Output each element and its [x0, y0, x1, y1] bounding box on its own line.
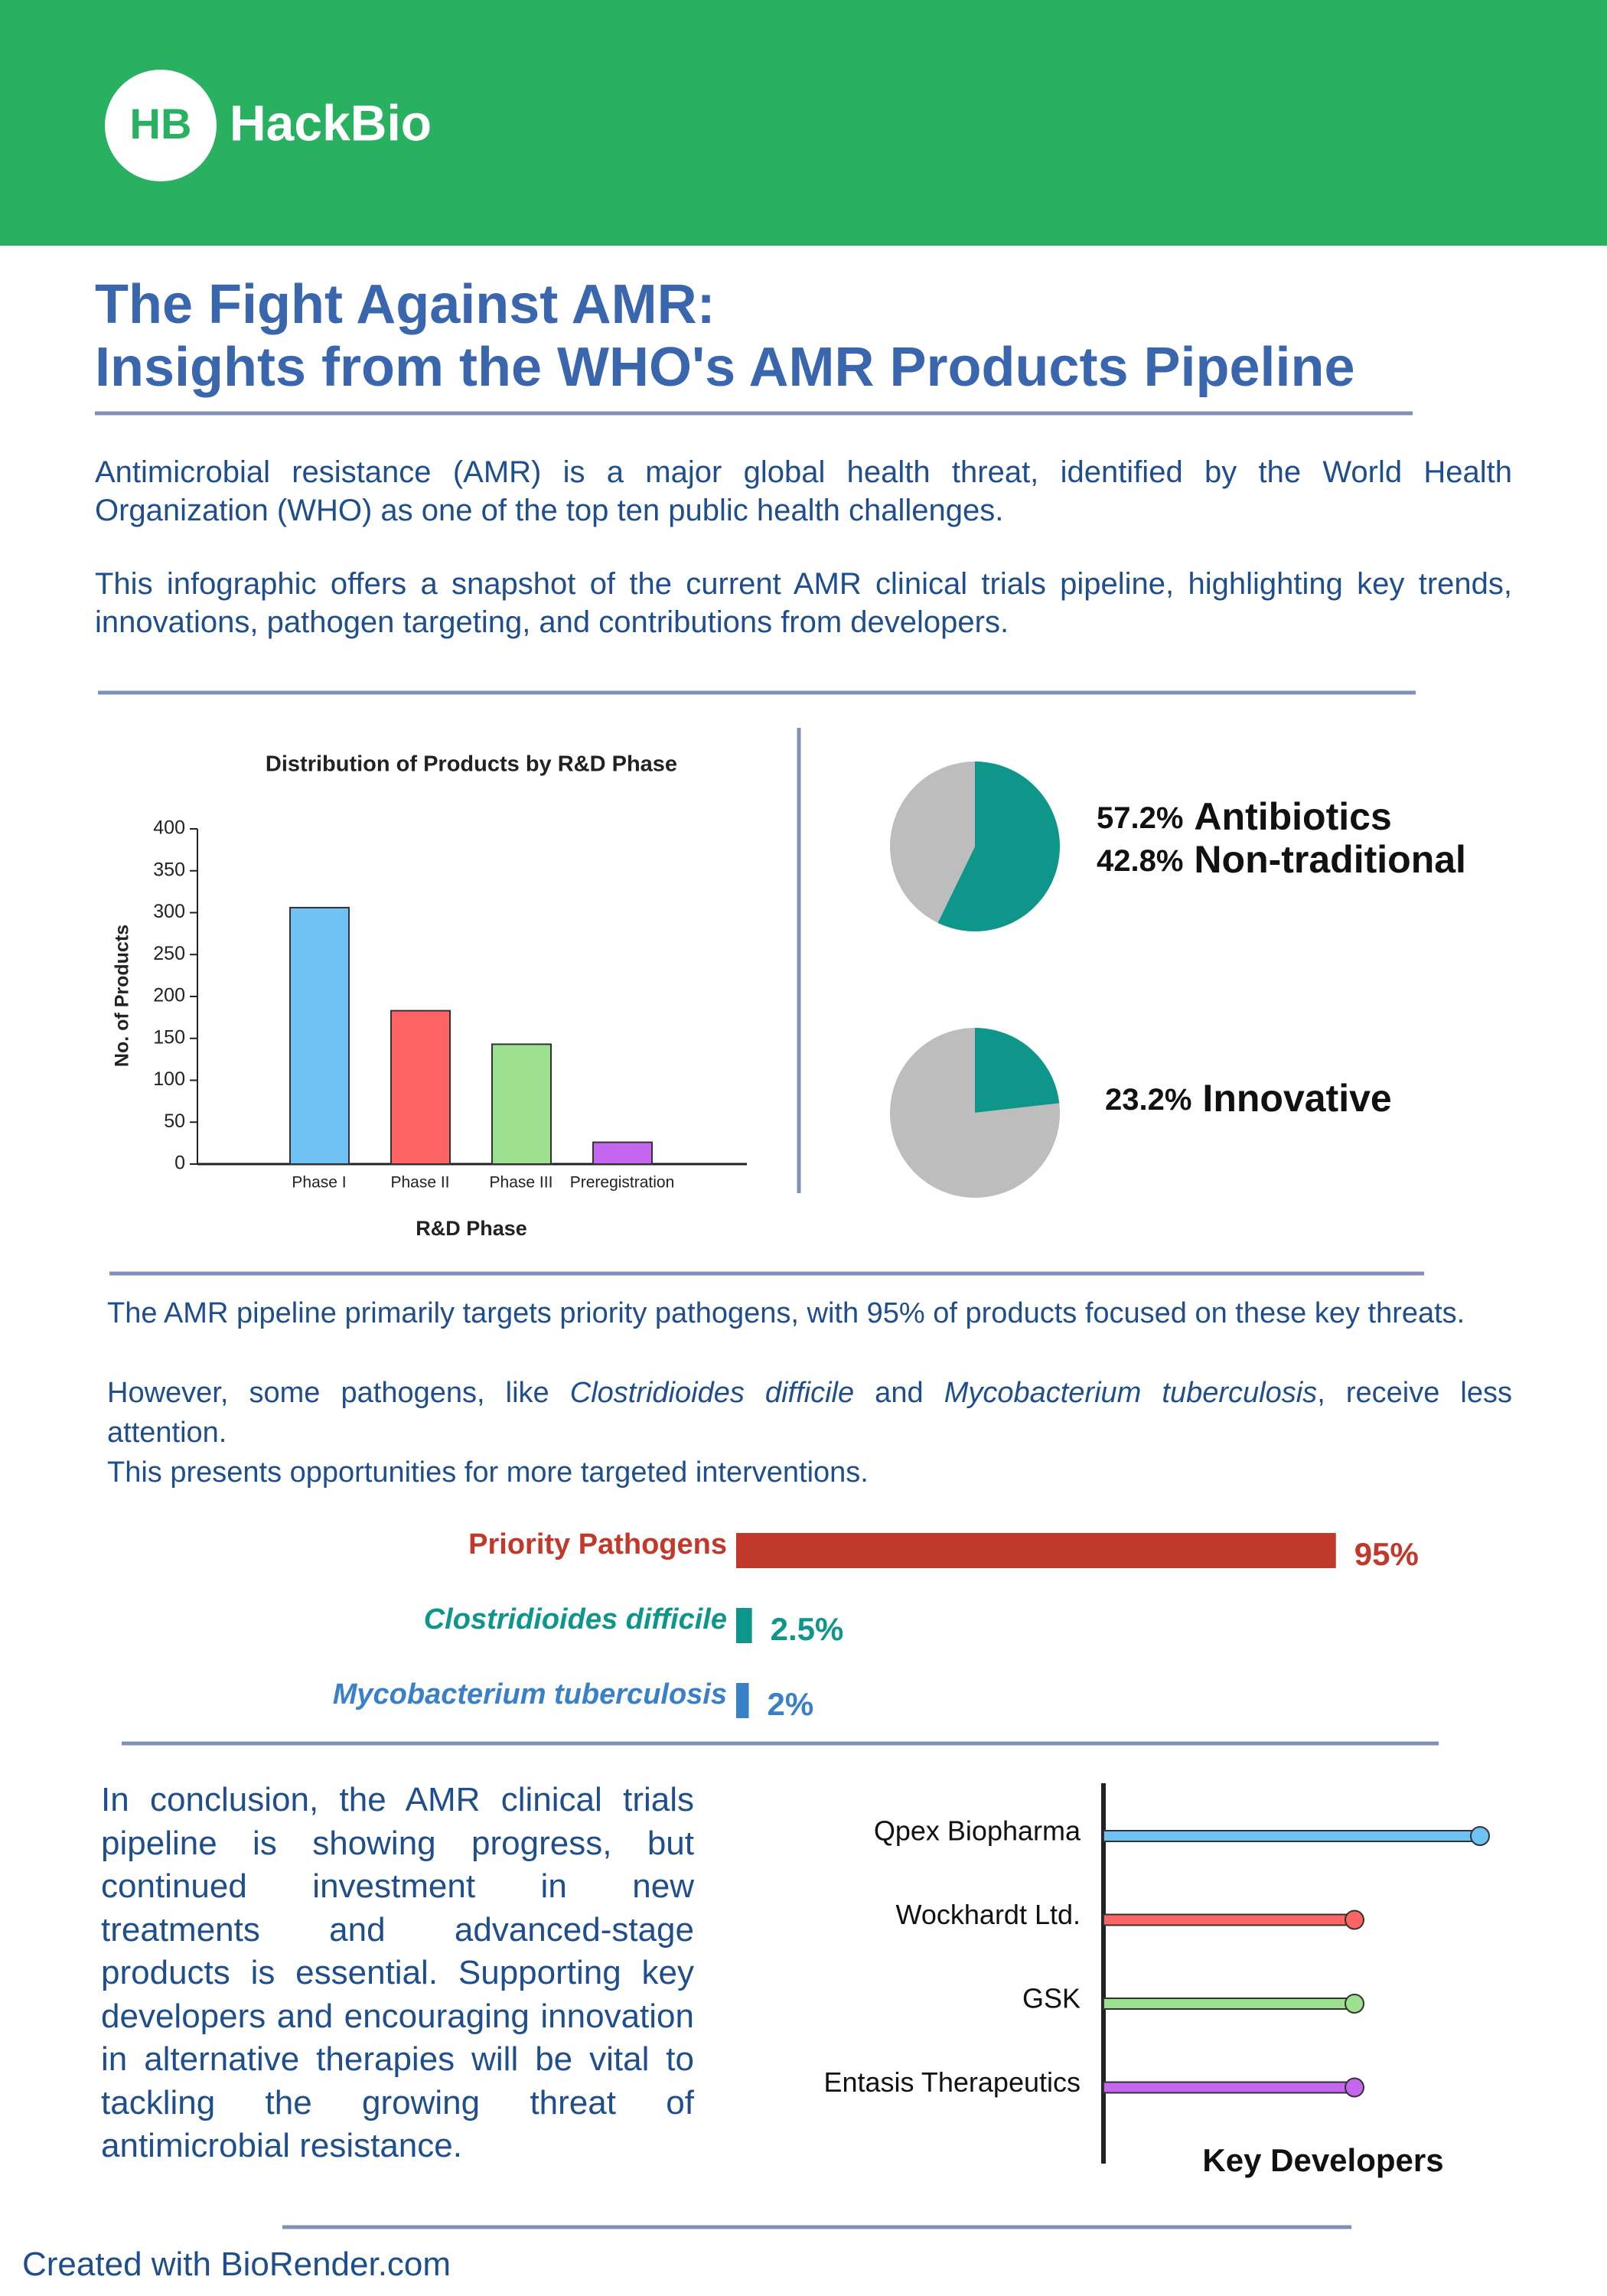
bar [289, 906, 350, 1166]
conclusion: In conclusion, the AMR clinical trials p… [101, 1781, 694, 2164]
lollipop-stem [1103, 1830, 1481, 1842]
footer: Created with BioRender.com [22, 2245, 451, 2283]
y-tick-label: 250 [153, 943, 185, 964]
pie-slice [890, 762, 975, 923]
y-tick-label: 200 [153, 985, 185, 1006]
pathogen-paragraph: However, some pathogens, like Clostridio… [107, 1373, 1512, 1453]
lollipop-stem [1103, 1913, 1355, 1926]
y-axis-label: No. of Products [112, 925, 133, 1067]
value-label: 57.2% [1097, 801, 1183, 835]
x-tick-label: Phase I [292, 1174, 346, 1192]
lollipop-stem [1103, 1998, 1355, 2010]
pathogen-name: Mycobacterium tuberculosis [944, 1377, 1318, 1409]
intro-paragraph: This infographic offers a snapshot of th… [95, 567, 1512, 639]
text: However, some pathogens, like [107, 1377, 570, 1409]
text: and [854, 1377, 944, 1409]
pathogen-paragraph: The AMR pipeline primarily targets prior… [107, 1297, 1465, 1329]
category-label: Mycobacterium tuberculosis [333, 1678, 727, 1711]
category-label: Entasis Therapeutics [823, 2066, 1081, 2098]
value-label: 2% [768, 1686, 814, 1722]
value-label: 42.8% [1097, 844, 1183, 878]
logo-circle [105, 70, 217, 181]
lollipop-head [1345, 2077, 1364, 2098]
category-label: Wockhardt Ltd. [896, 1899, 1081, 1930]
bar [736, 1533, 1336, 1568]
category-label: Priority Pathogens [468, 1528, 727, 1561]
lollipop-head [1470, 1826, 1490, 1846]
category-label: Antibiotics [1194, 795, 1391, 838]
logo-initials: HB [130, 99, 192, 148]
pathogen-name: Clostridioides difficile [569, 1377, 855, 1409]
pie-label: 57.2% Antibiotics [1097, 795, 1392, 838]
pie-label: 42.8% Non-traditional [1097, 838, 1466, 881]
value-label: 23.2% [1105, 1083, 1191, 1117]
bar [592, 1141, 653, 1166]
bar [390, 1009, 451, 1165]
header-band [0, 0, 1607, 246]
text: , receive less attention. [107, 1377, 1512, 1449]
pie-label: 23.2% Innovative [1105, 1077, 1392, 1120]
lollipop-stem [1103, 2081, 1355, 2094]
category-label: Qpex Biopharma [874, 1815, 1081, 1847]
lollipop-head [1345, 1910, 1364, 1930]
value-label: 95% [1354, 1536, 1419, 1572]
y-tick-label: 150 [153, 1026, 185, 1048]
brand: HackBio [230, 94, 432, 151]
pathogen-paragraph: This presents opportunities for more tar… [107, 1456, 869, 1489]
y-tick-label: 350 [153, 859, 185, 880]
bar [491, 1043, 552, 1166]
title: Insights from the WHO's AMR Products Pip… [95, 337, 1355, 398]
pie-slice [975, 1028, 1060, 1113]
x-tick-label: Preregistration [570, 1174, 675, 1192]
y-tick-label: 0 [174, 1153, 185, 1174]
bar [736, 1608, 752, 1643]
category-label: Clostridioides difficile [424, 1603, 727, 1636]
y-tick-label: 50 [164, 1110, 185, 1132]
y-tick-label: 100 [153, 1068, 185, 1090]
pie-slice [890, 1028, 1060, 1199]
chart-title: Distribution of Products by R&D Phase [266, 752, 677, 777]
bar [736, 1683, 749, 1718]
x-tick-label: Phase II [390, 1174, 449, 1192]
chart-title: Key Developers [1202, 2142, 1443, 2178]
category-label: GSK [1022, 1983, 1081, 2014]
x-axis-label: R&D Phase [416, 1217, 527, 1240]
y-tick-label: 400 [153, 817, 185, 839]
intro-paragraph: Antimicrobial resistance (AMR) is a majo… [95, 455, 1512, 527]
category-label: Non-traditional [1194, 838, 1466, 881]
pie-slice [937, 762, 1060, 931]
lollipop-head [1345, 1994, 1364, 2014]
title: The Fight Against AMR: [95, 274, 715, 335]
y-tick-label: 300 [153, 901, 185, 922]
value-label: 2.5% [771, 1611, 844, 1647]
category-label: Innovative [1202, 1077, 1391, 1120]
x-tick-label: Phase III [490, 1174, 553, 1192]
